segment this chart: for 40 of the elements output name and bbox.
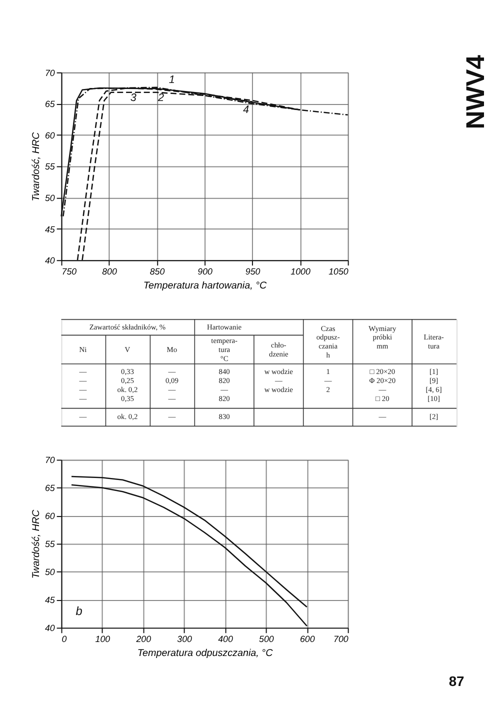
x-axis-title: Temperatura odpuszczania, °C	[137, 648, 274, 659]
y-tick-label: 70	[44, 68, 55, 78]
x-tick-label: 750	[62, 266, 77, 276]
y-tick-label: 60	[44, 130, 55, 140]
y-tick-label: 55	[44, 539, 55, 550]
annotation: 2	[157, 92, 164, 104]
y-tick-label: 45	[44, 224, 55, 234]
x-tick-label: 700	[334, 634, 348, 644]
y-tick-label: 40	[44, 623, 55, 634]
y-axis-title: Twardość, HRC	[31, 131, 42, 202]
x-tick-label: 900	[198, 266, 213, 276]
annotation: 3	[130, 92, 136, 104]
x-tick-label: 300	[177, 634, 192, 644]
annotation: 1	[168, 74, 175, 86]
text: NWV4	[462, 54, 490, 130]
y-tick-label: 40	[44, 256, 55, 266]
x-tick-label: 1050	[328, 266, 348, 276]
y-tick-label: 65	[44, 483, 55, 494]
x-tick-label: 800	[102, 266, 117, 276]
x-tick-label: 600	[300, 634, 315, 644]
text: 87	[448, 672, 465, 689]
x-tick-label: 100	[95, 634, 110, 644]
x-tick-label: 500	[259, 634, 274, 644]
x-tick-label: 400	[218, 634, 233, 644]
y-tick-label: 60	[44, 511, 55, 522]
x-tick-label: 0	[62, 634, 67, 644]
y-tick-label: 70	[44, 455, 55, 466]
y-tick-label: 45	[44, 595, 55, 606]
y-tick-label: 65	[44, 99, 55, 110]
x-tick-label: 1000	[290, 266, 310, 276]
y-tick-label: 50	[44, 192, 55, 203]
y-tick-label: 50	[44, 567, 55, 578]
x-axis-title: Temperatura hartowania, °C	[143, 280, 268, 292]
x-tick-label: 950	[245, 266, 260, 276]
x-tick-label: 200	[135, 634, 152, 644]
annotation: b	[76, 604, 83, 618]
annotation: 4	[243, 104, 250, 116]
x-tick-label: 850	[150, 266, 165, 276]
y-tick-label: 55	[44, 162, 55, 172]
y-axis-title: Twardość, HRC	[31, 508, 42, 579]
